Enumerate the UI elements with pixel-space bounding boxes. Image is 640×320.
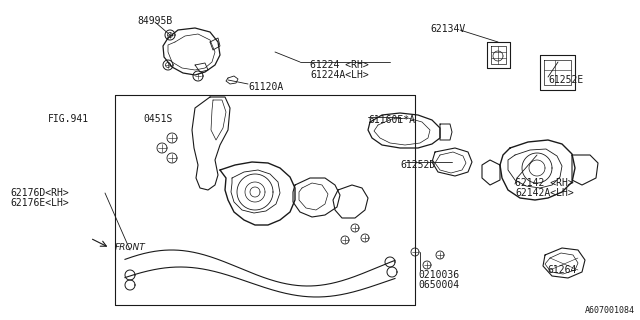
Text: 61264: 61264: [547, 265, 577, 275]
Text: 61224A<LH>: 61224A<LH>: [310, 70, 369, 80]
Text: 84995B: 84995B: [138, 16, 173, 26]
Text: 62142A<LH>: 62142A<LH>: [515, 188, 573, 198]
Text: 61252E: 61252E: [548, 75, 583, 85]
Text: A607001084: A607001084: [585, 306, 635, 315]
Text: 0650004: 0650004: [418, 280, 459, 290]
Text: 61120A: 61120A: [248, 82, 284, 92]
Text: 61160E*A: 61160E*A: [368, 115, 415, 125]
Text: FRONT: FRONT: [115, 244, 146, 252]
Text: 61224 <RH>: 61224 <RH>: [310, 60, 369, 70]
Text: 0210036: 0210036: [418, 270, 459, 280]
Text: 62176D<RH>: 62176D<RH>: [10, 188, 68, 198]
Text: FIG.941: FIG.941: [48, 114, 89, 124]
Text: 62176E<LH>: 62176E<LH>: [10, 198, 68, 208]
Text: 0451S: 0451S: [143, 114, 172, 124]
Text: 62134V: 62134V: [430, 24, 466, 34]
Text: 62142 <RH>: 62142 <RH>: [515, 178, 573, 188]
Text: 61252D: 61252D: [400, 160, 435, 170]
